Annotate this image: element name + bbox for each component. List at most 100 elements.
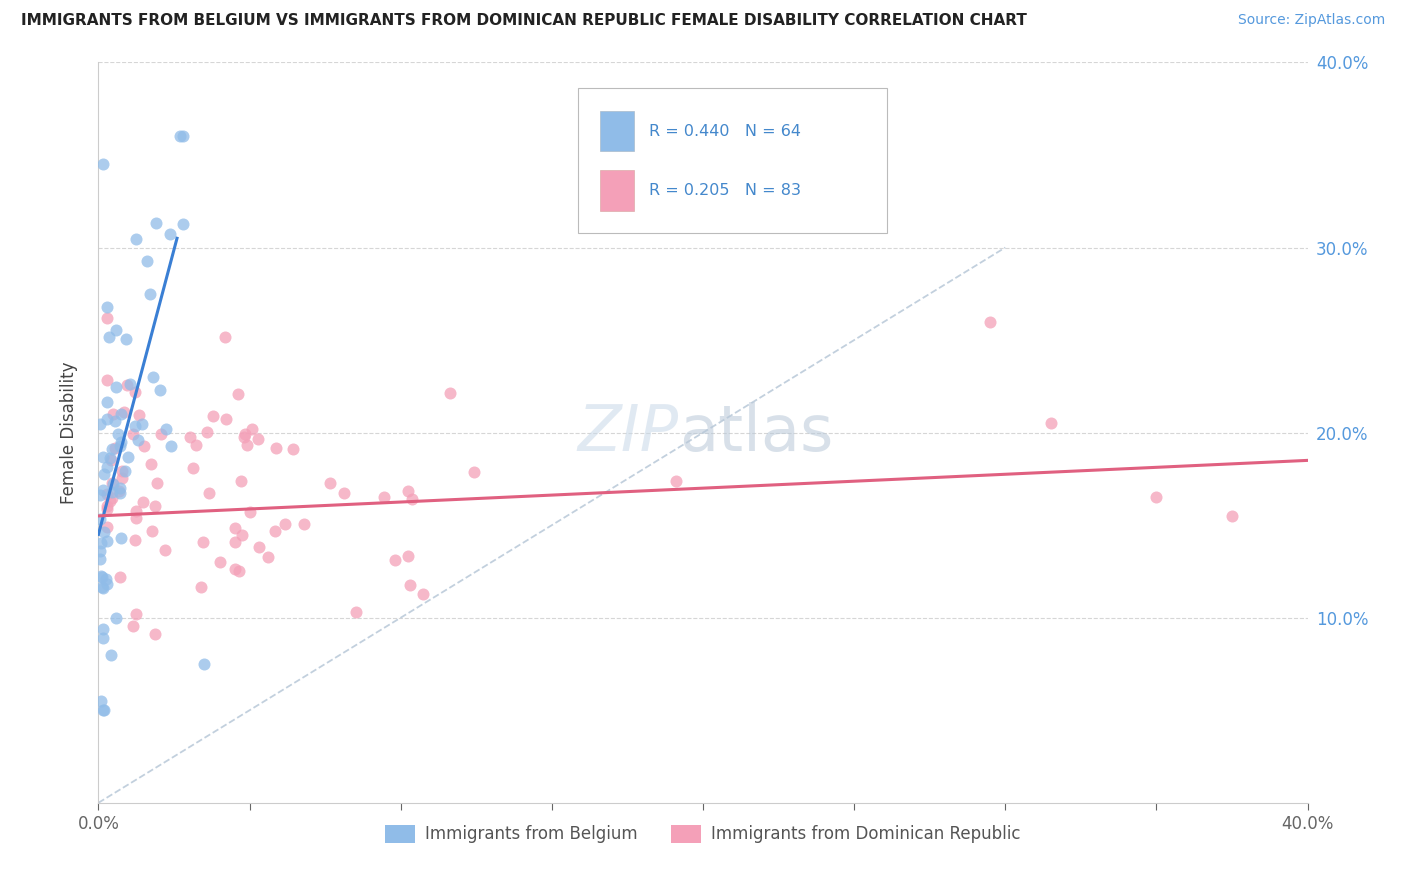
Point [101, 477, 124, 491]
Point [283, 442, 305, 457]
Point [142, 370, 165, 384]
Point [104, 414, 127, 428]
Point [93, 467, 115, 481]
Point [124, 384, 146, 399]
Point [224, 562, 246, 576]
Point [98, 450, 121, 465]
Point [247, 540, 270, 554]
Point [93, 483, 115, 497]
Point [191, 534, 214, 549]
Point [96, 310, 118, 325]
Point [101, 442, 124, 457]
Point [132, 494, 155, 508]
Point [124, 533, 146, 548]
Point [274, 517, 297, 532]
Point [318, 476, 340, 491]
Point [146, 475, 169, 490]
Point [463, 465, 485, 479]
Point [122, 619, 145, 633]
Point [239, 505, 262, 519]
Point [108, 439, 131, 453]
Point [114, 405, 136, 419]
Point [292, 517, 315, 532]
Point [110, 407, 132, 421]
Point [396, 483, 419, 498]
Point [149, 426, 172, 441]
Point [107, 484, 129, 499]
Point [125, 607, 148, 622]
Point [233, 427, 256, 442]
Point [1220, 508, 1243, 523]
Point [89, 512, 111, 526]
Point [100, 491, 122, 505]
Point [179, 430, 201, 444]
Point [91, 157, 114, 171]
Point [100, 648, 122, 662]
Point [193, 657, 215, 671]
Point [264, 441, 287, 455]
Point [132, 440, 155, 454]
Point [89, 417, 111, 431]
Point [139, 286, 162, 301]
Point [1144, 491, 1167, 505]
Point [149, 383, 172, 397]
Legend: Immigrants from Belgium, Immigrants from Dominican Republic: Immigrants from Belgium, Immigrants from… [378, 818, 1028, 850]
Point [91, 581, 114, 595]
Text: R = 0.205   N = 83: R = 0.205 N = 83 [648, 183, 800, 198]
Point [100, 493, 122, 508]
Point [384, 552, 406, 566]
Point [145, 215, 167, 229]
Point [96, 412, 118, 426]
Point [91, 450, 114, 464]
Point [125, 511, 148, 525]
Point [101, 476, 124, 491]
Point [143, 499, 166, 513]
Point [117, 450, 139, 464]
Point [96, 459, 118, 474]
Bar [600, 169, 634, 211]
Point [235, 438, 257, 452]
Point [128, 408, 150, 422]
Point [96, 577, 118, 591]
Point [229, 475, 252, 489]
Point [96, 520, 118, 534]
Point [228, 565, 250, 579]
Point [155, 422, 177, 436]
Point [263, 524, 285, 539]
Point [136, 254, 159, 268]
Point [224, 534, 246, 549]
Point [172, 217, 194, 231]
Point [105, 323, 128, 337]
Point [160, 440, 183, 454]
Point [333, 485, 356, 500]
Point [396, 549, 419, 564]
Point [91, 631, 114, 645]
Point [398, 578, 420, 592]
Point [90, 570, 112, 584]
Point [90, 569, 112, 583]
Point [100, 452, 122, 467]
Point [114, 464, 136, 478]
Text: IMMIGRANTS FROM BELGIUM VS IMMIGRANTS FROM DOMINICAN REPUBLIC FEMALE DISABILITY : IMMIGRANTS FROM BELGIUM VS IMMIGRANTS FR… [21, 13, 1026, 29]
Point [122, 426, 145, 441]
Point [197, 486, 219, 500]
Point [344, 605, 367, 619]
Point [96, 501, 118, 516]
Point [94, 572, 117, 586]
Point [110, 485, 132, 500]
Point [143, 626, 166, 640]
Point [172, 129, 194, 144]
Point [233, 430, 256, 444]
Point [201, 409, 224, 423]
Point [139, 457, 162, 471]
Point [96, 500, 118, 514]
Point [115, 378, 138, 392]
Point [131, 417, 153, 432]
Point [214, 329, 236, 343]
Point [93, 703, 115, 717]
Point [91, 622, 114, 636]
Text: atlas: atlas [679, 401, 834, 464]
Text: Source: ZipAtlas.com: Source: ZipAtlas.com [1237, 13, 1385, 28]
Point [111, 464, 134, 478]
Point [159, 227, 181, 241]
